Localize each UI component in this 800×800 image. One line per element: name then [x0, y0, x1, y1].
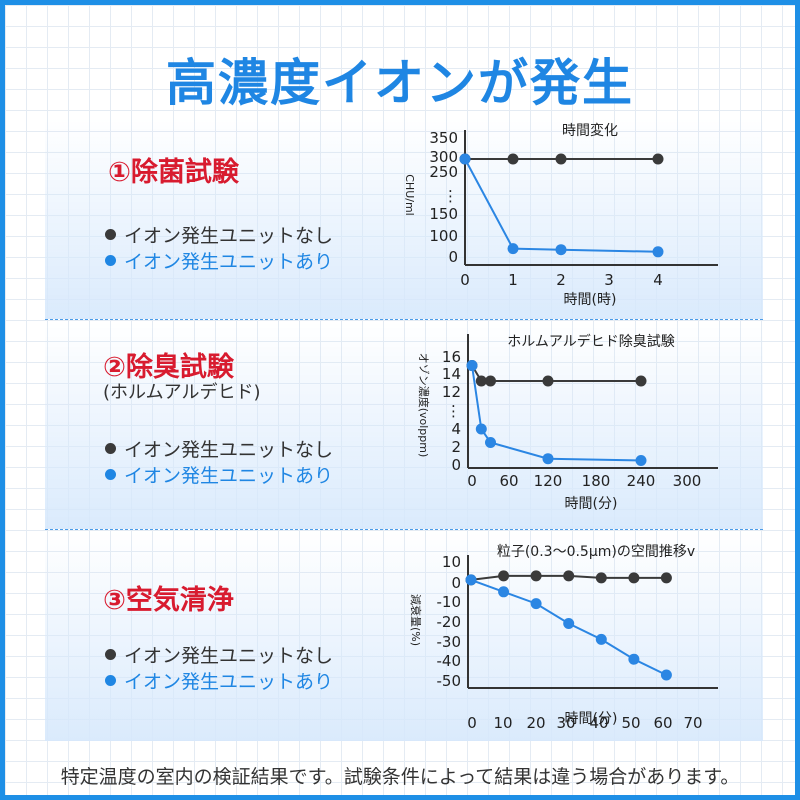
page-title: 高濃度イオンが発生	[166, 54, 634, 112]
legend-dot-blue-icon	[105, 469, 116, 480]
legend-dot-dark-icon	[105, 649, 116, 660]
section-panel-2	[45, 321, 763, 530]
section-panel-3	[45, 531, 763, 741]
legend-label: イオン発生ユニットなし	[124, 225, 334, 247]
legend-with-3: イオン発生ユニットあり	[105, 667, 333, 694]
legend-label: イオン発生ユニットなし	[124, 439, 334, 461]
legend-label: イオン発生ユニットなし	[124, 645, 334, 667]
legend-with-2: イオン発生ユニットあり	[105, 461, 333, 488]
legend-without-3: イオン発生ユニットなし	[105, 641, 333, 668]
footer-note: 特定温度の室内の検証結果です。試験条件によって結果は違う場合があります。	[60, 766, 740, 788]
legend-label: イオン発生ユニットあり	[124, 671, 334, 693]
section-3-title: ③空気清浄	[103, 585, 234, 616]
legend-dot-blue-icon	[105, 675, 116, 686]
legend-without-2: イオン発生ユニットなし	[105, 435, 333, 462]
legend-dot-dark-icon	[105, 443, 116, 454]
legend-label: イオン発生ユニットあり	[124, 251, 334, 273]
legend-dot-blue-icon	[105, 255, 116, 266]
legend-label: イオン発生ユニットあり	[124, 465, 334, 487]
section-2-title: ②除臭試験	[103, 352, 234, 383]
legend-without-1: イオン発生ユニットなし	[105, 221, 333, 248]
page-background: 高濃度イオンが発生 ①除菌試験 イオン発生ユニットなし イオン発生ユニットあり …	[5, 5, 795, 795]
section-panel-1	[45, 117, 763, 320]
legend-dot-dark-icon	[105, 229, 116, 240]
section-2-subtitle: (ホルムアルデヒド)	[103, 382, 261, 403]
section-1-title: ①除菌試験	[108, 157, 239, 188]
legend-with-1: イオン発生ユニットあり	[105, 247, 333, 274]
